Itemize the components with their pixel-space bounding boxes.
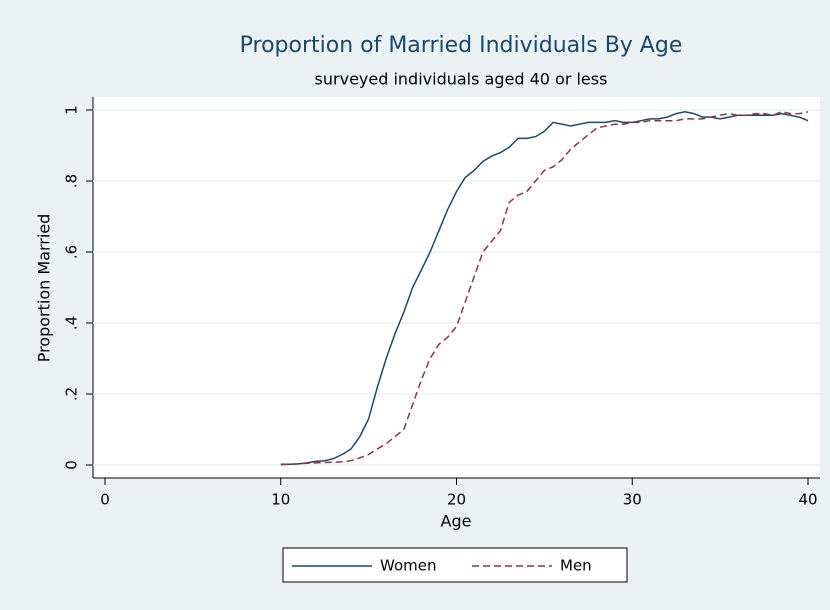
x-tick-label: 10 [271, 491, 290, 509]
y-tick-label: .6 [63, 245, 81, 259]
x-axis-label: Age [441, 512, 472, 531]
x-tick-label: 0 [100, 491, 110, 509]
x-tick-label: 40 [798, 491, 817, 509]
legend [282, 547, 628, 583]
y-tick-label: .2 [63, 387, 81, 401]
y-tick-label: .8 [63, 174, 81, 188]
y-axis-label: Proportion Married [35, 214, 54, 363]
series-line [280, 111, 809, 466]
chart-subtitle: surveyed individuals aged 40 or less [315, 70, 608, 89]
legend-label: Women [380, 557, 436, 575]
x-tick-label: 30 [623, 491, 642, 509]
y-tick-label: 1 [63, 105, 81, 115]
legend-label: Men [560, 557, 592, 575]
series-line [280, 111, 809, 466]
y-tick-label: .4 [63, 316, 81, 330]
chart-title: Proportion of Married Individuals By Age [240, 33, 683, 58]
plot-area [93, 97, 820, 478]
x-tick-label: 20 [447, 491, 466, 509]
y-tick-label: 0 [63, 460, 81, 470]
